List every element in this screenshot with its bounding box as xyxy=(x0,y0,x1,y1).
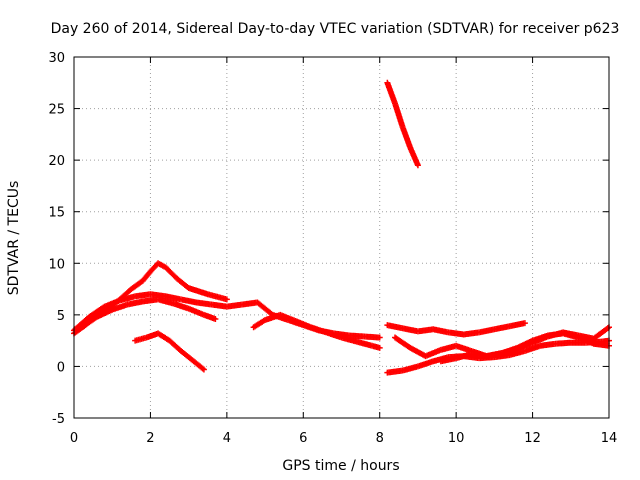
data-point-fill xyxy=(431,326,450,336)
data-point-fill xyxy=(393,335,413,351)
data-point-fill xyxy=(140,269,153,283)
x-tick-label: 4 xyxy=(223,431,231,446)
data-point-fill xyxy=(385,367,405,376)
y-tick-label: 20 xyxy=(48,154,65,169)
ticks: 0 2 4 6 8 10 12 14 -5 0 5 10 15 20 25 30 xyxy=(48,51,617,446)
data-point xyxy=(414,162,421,169)
data-point-fill xyxy=(407,146,421,167)
data-point-fill xyxy=(477,326,496,336)
data-point-fill xyxy=(492,323,512,332)
data-point-fill xyxy=(508,320,527,329)
series-track-6 xyxy=(384,79,421,169)
plot-frame xyxy=(73,56,610,419)
data-point-fill xyxy=(167,338,183,353)
data-point xyxy=(376,334,383,341)
data-point-fill xyxy=(392,101,406,129)
y-tick-label: 30 xyxy=(48,51,65,66)
data-point xyxy=(376,344,383,351)
data-point-fill xyxy=(385,322,405,331)
data-point-fill xyxy=(95,307,114,320)
x-tick-label: 2 xyxy=(146,431,154,446)
x-tick-label: 12 xyxy=(524,431,541,446)
data-point-fill xyxy=(87,304,107,320)
grid xyxy=(74,57,609,418)
data-point-fill xyxy=(194,299,214,308)
data-point-fill xyxy=(79,314,99,330)
y-tick-label: -5 xyxy=(52,412,65,427)
data-point xyxy=(521,320,528,327)
data-point-fill xyxy=(439,343,458,353)
data-point-fill xyxy=(206,291,229,302)
data-point-fill xyxy=(156,331,172,343)
series-track-7 xyxy=(384,320,528,338)
y-tick-label: 10 xyxy=(48,257,65,272)
x-axis-label: GPS time / hours xyxy=(282,458,399,474)
data-point-fill xyxy=(538,340,557,349)
data-point-fill xyxy=(156,261,168,270)
series-track-3 xyxy=(78,296,219,331)
data-point-fill xyxy=(225,301,244,310)
data-point-fill xyxy=(384,81,398,105)
series-track-8 xyxy=(384,337,612,376)
x-tick-label: 6 xyxy=(299,431,307,446)
x-tick-label: 8 xyxy=(376,431,384,446)
data-point xyxy=(200,366,207,373)
data-point-fill xyxy=(175,276,191,291)
data-point xyxy=(212,315,219,322)
x-tick-label: 14 xyxy=(601,431,618,446)
chart-title: Day 260 of 2014, Sidereal Day-to-day VTE… xyxy=(51,21,620,37)
series-track-5 xyxy=(250,311,383,351)
y-tick-label: 5 xyxy=(57,309,65,324)
data-point-fill xyxy=(401,325,420,335)
data-point-fill xyxy=(72,314,92,333)
data-point-fill xyxy=(255,300,275,317)
data-point-fill xyxy=(190,358,206,372)
data-point-fill xyxy=(400,125,413,150)
data-point-fill xyxy=(561,329,580,339)
data-point-fill xyxy=(187,285,210,297)
series-track-4 xyxy=(132,330,207,373)
y-tick-label: 15 xyxy=(48,206,65,221)
data-point-fill xyxy=(462,329,481,338)
data-point-fill xyxy=(447,329,466,338)
data-point-fill xyxy=(355,339,374,349)
data-point-fill xyxy=(163,265,180,281)
series-track-10 xyxy=(437,324,612,365)
x-tick-label: 10 xyxy=(448,431,465,446)
data-point-fill xyxy=(133,334,148,344)
data-point-fill xyxy=(129,278,145,292)
data-point-fill xyxy=(210,301,229,310)
y-tick-label: 0 xyxy=(57,360,65,375)
data-points xyxy=(71,79,612,376)
data-point-fill xyxy=(408,345,428,359)
data-point-fill xyxy=(591,325,611,341)
y-axis-label: SDTVAR / TECUs xyxy=(6,181,22,296)
data-point-fill xyxy=(546,329,565,340)
x-tick-label: 0 xyxy=(70,431,78,446)
data-point xyxy=(223,296,230,303)
data-point-fill xyxy=(179,348,195,363)
data-point-fill xyxy=(252,317,267,330)
y-tick-label: 25 xyxy=(48,103,65,118)
